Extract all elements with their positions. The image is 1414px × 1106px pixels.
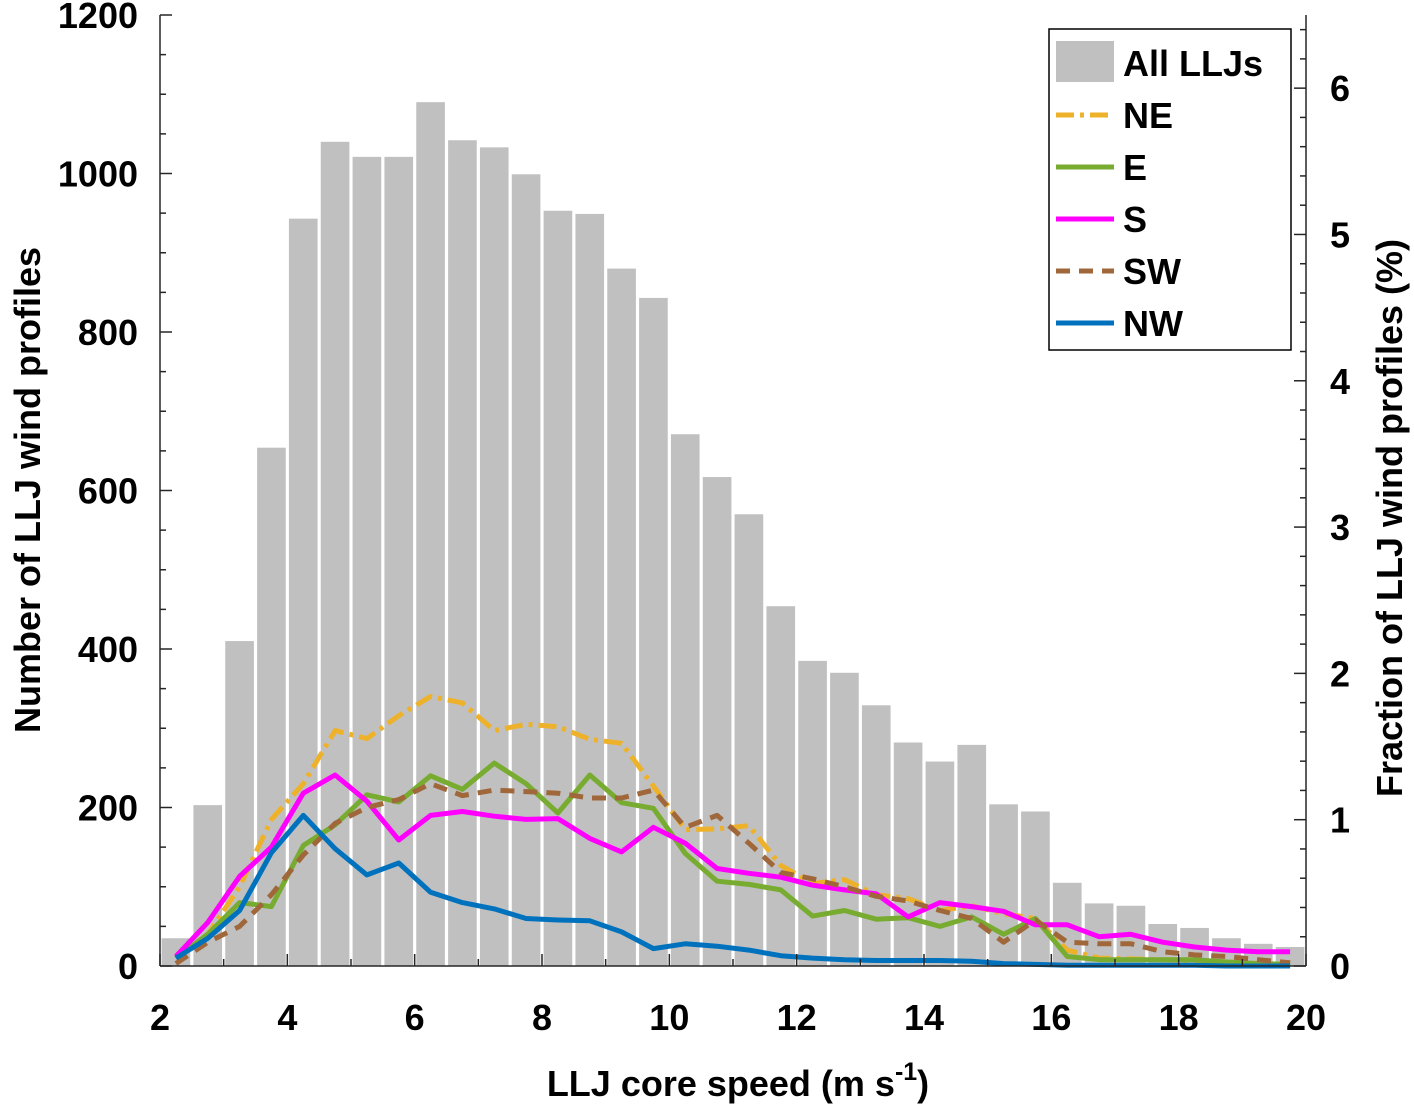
bar <box>479 147 509 966</box>
bars-layer <box>161 102 1305 967</box>
bar <box>734 514 764 966</box>
bar <box>861 705 891 966</box>
legend-label-sw: SW <box>1123 251 1181 292</box>
y-tick-label-left: 800 <box>78 312 138 353</box>
legend-label-s: S <box>1123 199 1147 240</box>
legend-box <box>1048 28 1292 351</box>
y-tick-label-left: 0 <box>118 946 138 987</box>
series-line-sw <box>174 781 1291 966</box>
y-tick-label-left: 1000 <box>58 154 138 195</box>
y-tick-label-right: 3 <box>1330 507 1350 548</box>
series-line-nw <box>174 812 1291 969</box>
bar <box>893 742 923 966</box>
legend-label-e: E <box>1123 147 1147 188</box>
y-tick-label-left: 200 <box>78 788 138 829</box>
bar <box>448 140 477 967</box>
bar <box>1021 811 1050 966</box>
bar <box>543 210 573 966</box>
x-tick-label: 10 <box>649 997 689 1038</box>
x-tick-label: 12 <box>777 997 817 1038</box>
bar <box>766 606 796 966</box>
y-tick-label-right: 2 <box>1330 653 1350 694</box>
x-tick-label: 6 <box>405 997 425 1038</box>
bar <box>352 156 382 967</box>
series-lines-layer <box>174 694 1291 969</box>
bar <box>702 477 732 966</box>
legend: All LLJs NE ES SW NW <box>1048 28 1292 351</box>
legend-swatch-all-lljs <box>1056 41 1114 82</box>
bar <box>511 174 541 967</box>
bar <box>957 744 987 966</box>
bar <box>670 434 700 966</box>
y-axis-label-right: Fraction of LLJ wind profiles (%) <box>1369 239 1410 797</box>
x-tick-label: 20 <box>1286 997 1326 1038</box>
y-tick-label-left: 400 <box>78 629 138 670</box>
x-tick-label: 14 <box>904 997 944 1038</box>
x-tick-label: 8 <box>532 997 552 1038</box>
bar <box>639 297 668 966</box>
x-tick-label: 2 <box>150 997 170 1038</box>
axes-layer: 2 4 6 8 10 12 14 16 18 20020040060080010001200012… <box>58 0 1350 1038</box>
series-line-s <box>174 772 1291 959</box>
y-tick-label-right: 4 <box>1330 361 1350 402</box>
x-axis-label: LLJ core speed (m s-1) <box>547 1058 929 1104</box>
x-tick-label: 16 <box>1031 997 1071 1038</box>
bar <box>925 761 955 966</box>
legend-label-nw: NW <box>1123 303 1183 344</box>
bar <box>384 156 414 967</box>
bar <box>575 213 605 967</box>
x-tick-label: 4 <box>277 997 297 1038</box>
bar <box>989 804 1018 966</box>
y-tick-label-left: 600 <box>78 471 138 512</box>
y-tick-label-right: 5 <box>1330 214 1350 255</box>
bar <box>257 447 286 967</box>
y-tick-label-right: 1 <box>1330 800 1350 841</box>
bar <box>607 268 636 967</box>
bar <box>416 102 445 967</box>
y-tick-label-left: 1200 <box>58 0 138 36</box>
y-axis-label-left: Number of LLJ wind profiles <box>7 247 48 733</box>
bar <box>798 660 827 966</box>
bar <box>320 141 350 967</box>
x-tick-label: 18 <box>1159 997 1199 1038</box>
legend-label-all-lljs: All LLJs <box>1123 43 1263 84</box>
y-tick-label-right: 0 <box>1330 946 1350 987</box>
legend-label-ne: NE <box>1123 95 1173 136</box>
bar <box>830 672 859 966</box>
y-tick-label-right: 6 <box>1330 68 1350 109</box>
